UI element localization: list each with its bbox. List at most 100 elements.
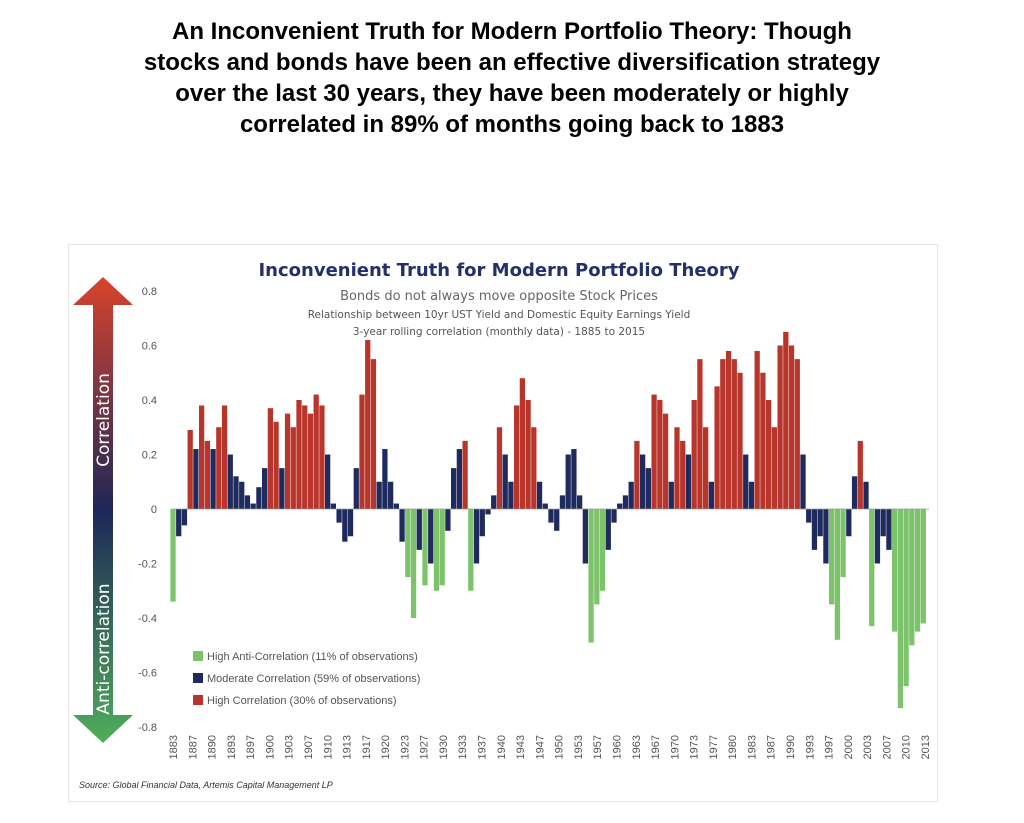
bar-high-anti-correlation	[405, 509, 411, 578]
x-tick-label: 1903	[284, 735, 296, 759]
bar-high-anti-correlation	[468, 509, 474, 591]
bar-moderate	[645, 468, 651, 509]
bar-high-anti-correlation	[439, 509, 445, 586]
bar-high-anti-correlation	[920, 509, 926, 624]
bar-high-anti-correlation	[892, 509, 898, 632]
bar-high-anti-correlation	[897, 509, 903, 708]
bar-high-anti-correlation	[410, 509, 417, 618]
bar-moderate	[708, 481, 714, 509]
bar-moderate	[611, 509, 617, 523]
bar-moderate	[800, 454, 806, 509]
bar-high-anti-correlation	[840, 509, 846, 578]
bar-high-anti-correlation	[909, 509, 915, 646]
headline-line: An Inconvenient Truth for Modern Portfol…	[172, 18, 852, 45]
x-tick-label: 1967	[650, 735, 662, 759]
bar-high-correlation	[703, 427, 709, 509]
legend: High Anti-Correlation (11% of observatio…	[193, 651, 420, 707]
bar-high-correlation	[199, 405, 205, 509]
bar-high-correlation	[273, 421, 279, 509]
bar-moderate	[617, 503, 623, 509]
bar-moderate	[393, 503, 399, 509]
x-tick-label: 1883	[168, 735, 180, 759]
bar-moderate	[279, 468, 285, 509]
bar-moderate	[227, 454, 233, 509]
bar-high-correlation	[216, 427, 222, 509]
chart-subtitle-2: Relationship between 10yr UST Yield and …	[308, 309, 691, 321]
bar-moderate	[210, 449, 216, 509]
y-tick-label: 0.6	[142, 341, 157, 353]
correlation-chart: Correlation Anti-correlation Inconvenien…	[73, 260, 932, 790]
bar-high-correlation	[754, 350, 760, 509]
x-tick-label: 1973	[689, 735, 701, 759]
x-axis: 1883 1887 1890 1893 1897 1900 1903 1907 1910 1913…	[168, 735, 932, 759]
bar-high-correlation	[370, 359, 377, 509]
bar-high-anti-correlation	[914, 509, 921, 632]
bars	[170, 331, 926, 708]
bar-high-correlation	[674, 427, 680, 509]
y-tick-label: 0.8	[142, 286, 157, 298]
chart-card: Correlation Anti-correlation Inconvenien…	[68, 244, 938, 802]
x-tick-label: 1957	[592, 735, 604, 759]
bar-moderate	[181, 509, 188, 526]
x-tick-label: 1937	[477, 735, 489, 759]
bar-high-correlation	[359, 394, 365, 509]
x-tick-label: 1970	[669, 735, 681, 759]
bar-moderate	[428, 509, 434, 564]
legend-swatch-moderate	[193, 673, 203, 683]
bar-high-correlation	[662, 413, 669, 509]
x-tick-label: 1907	[303, 735, 315, 759]
bar-moderate	[811, 509, 818, 550]
legend-swatch-high-anti	[193, 651, 203, 661]
anti-correlation-side-label: Anti-correlation	[94, 583, 114, 714]
x-tick-label: 1963	[631, 735, 643, 759]
bar-high-correlation	[531, 427, 537, 509]
bar-moderate	[485, 509, 491, 515]
x-tick-label: 1927	[419, 735, 431, 759]
chart-title: Inconvenient Truth for Modern Portfolio …	[258, 260, 739, 281]
bar-moderate	[233, 476, 239, 509]
x-tick-label: 1983	[746, 735, 758, 759]
bar-moderate	[347, 509, 354, 537]
bar-moderate	[851, 476, 858, 509]
bar-moderate	[880, 509, 886, 537]
x-tick-label: 1887	[187, 735, 199, 759]
bar-moderate	[577, 495, 583, 509]
bar-moderate	[342, 509, 348, 542]
source-note: Source: Global Financial Data, Artemis C…	[79, 780, 333, 790]
x-tick-label: 1947	[534, 735, 546, 759]
x-tick-label: 1893	[226, 735, 238, 759]
bar-high-anti-correlation	[903, 509, 909, 687]
bar-high-anti-correlation	[869, 509, 875, 627]
bar-high-anti-correlation	[594, 509, 600, 605]
x-tick-label: 1943	[515, 735, 527, 759]
x-tick-label: 2013	[920, 735, 932, 759]
bar-high-correlation	[221, 405, 228, 509]
x-tick-label: 1900	[264, 735, 276, 759]
x-tick-label: 2010	[901, 735, 913, 759]
bar-high-correlation	[760, 372, 766, 509]
bar-moderate	[554, 509, 560, 531]
y-tick-label: 0.2	[142, 450, 157, 462]
x-tick-label: 1910	[322, 735, 334, 759]
bar-high-correlation	[737, 372, 743, 509]
bar-high-anti-correlation	[588, 509, 594, 643]
headline-line: over the last 30 years, they have been m…	[175, 80, 849, 107]
correlation-side-label: Correlation	[94, 373, 114, 467]
bar-high-anti-correlation	[422, 509, 428, 586]
bar-moderate	[473, 509, 480, 564]
bar-moderate	[382, 449, 388, 509]
bar-high-correlation	[725, 350, 732, 509]
x-tick-label: 2000	[843, 735, 855, 759]
bar-moderate	[451, 468, 457, 509]
bar-high-correlation	[766, 400, 772, 509]
bar-high-correlation	[783, 331, 789, 509]
bar-moderate	[330, 503, 336, 509]
bar-moderate	[863, 481, 869, 509]
bar-high-correlation	[204, 440, 210, 509]
headline: An Inconvenient Truth for Modern Portfol…	[40, 16, 984, 140]
x-tick-label: 2007	[881, 735, 893, 759]
x-tick-label: 1890	[207, 735, 219, 759]
bar-high-correlation	[462, 440, 468, 509]
bar-moderate	[250, 503, 256, 509]
bar-moderate	[244, 495, 251, 509]
